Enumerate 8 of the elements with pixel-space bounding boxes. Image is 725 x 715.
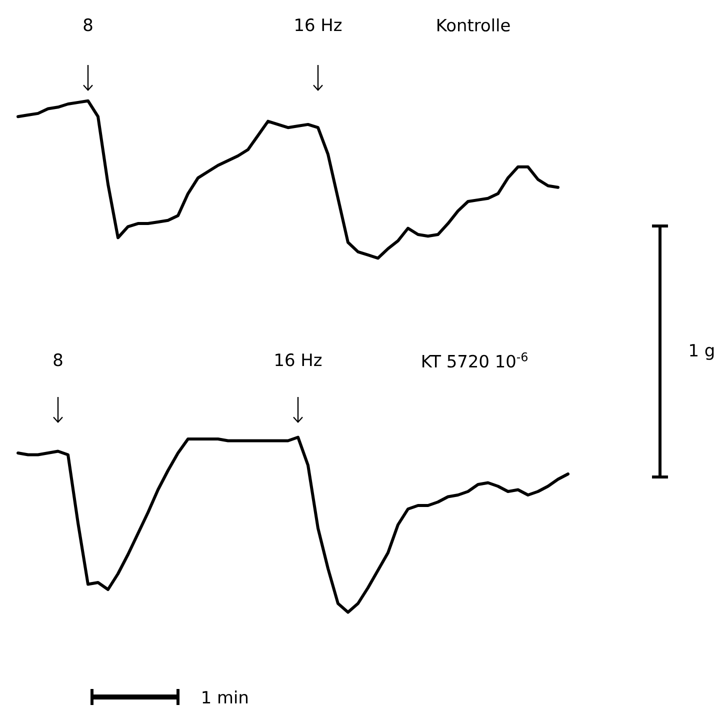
text: 1 min [202,690,248,704]
text: 16 Hz [276,353,322,366]
chart-title: Kontrolle [438,18,510,32]
text: 8 [54,353,62,366]
text: 16 Hz [296,18,342,32]
text: 1 g [690,344,714,360]
text: 8 [84,18,92,32]
chart-title: KT 5720 10$^{-6}$ [422,352,528,368]
